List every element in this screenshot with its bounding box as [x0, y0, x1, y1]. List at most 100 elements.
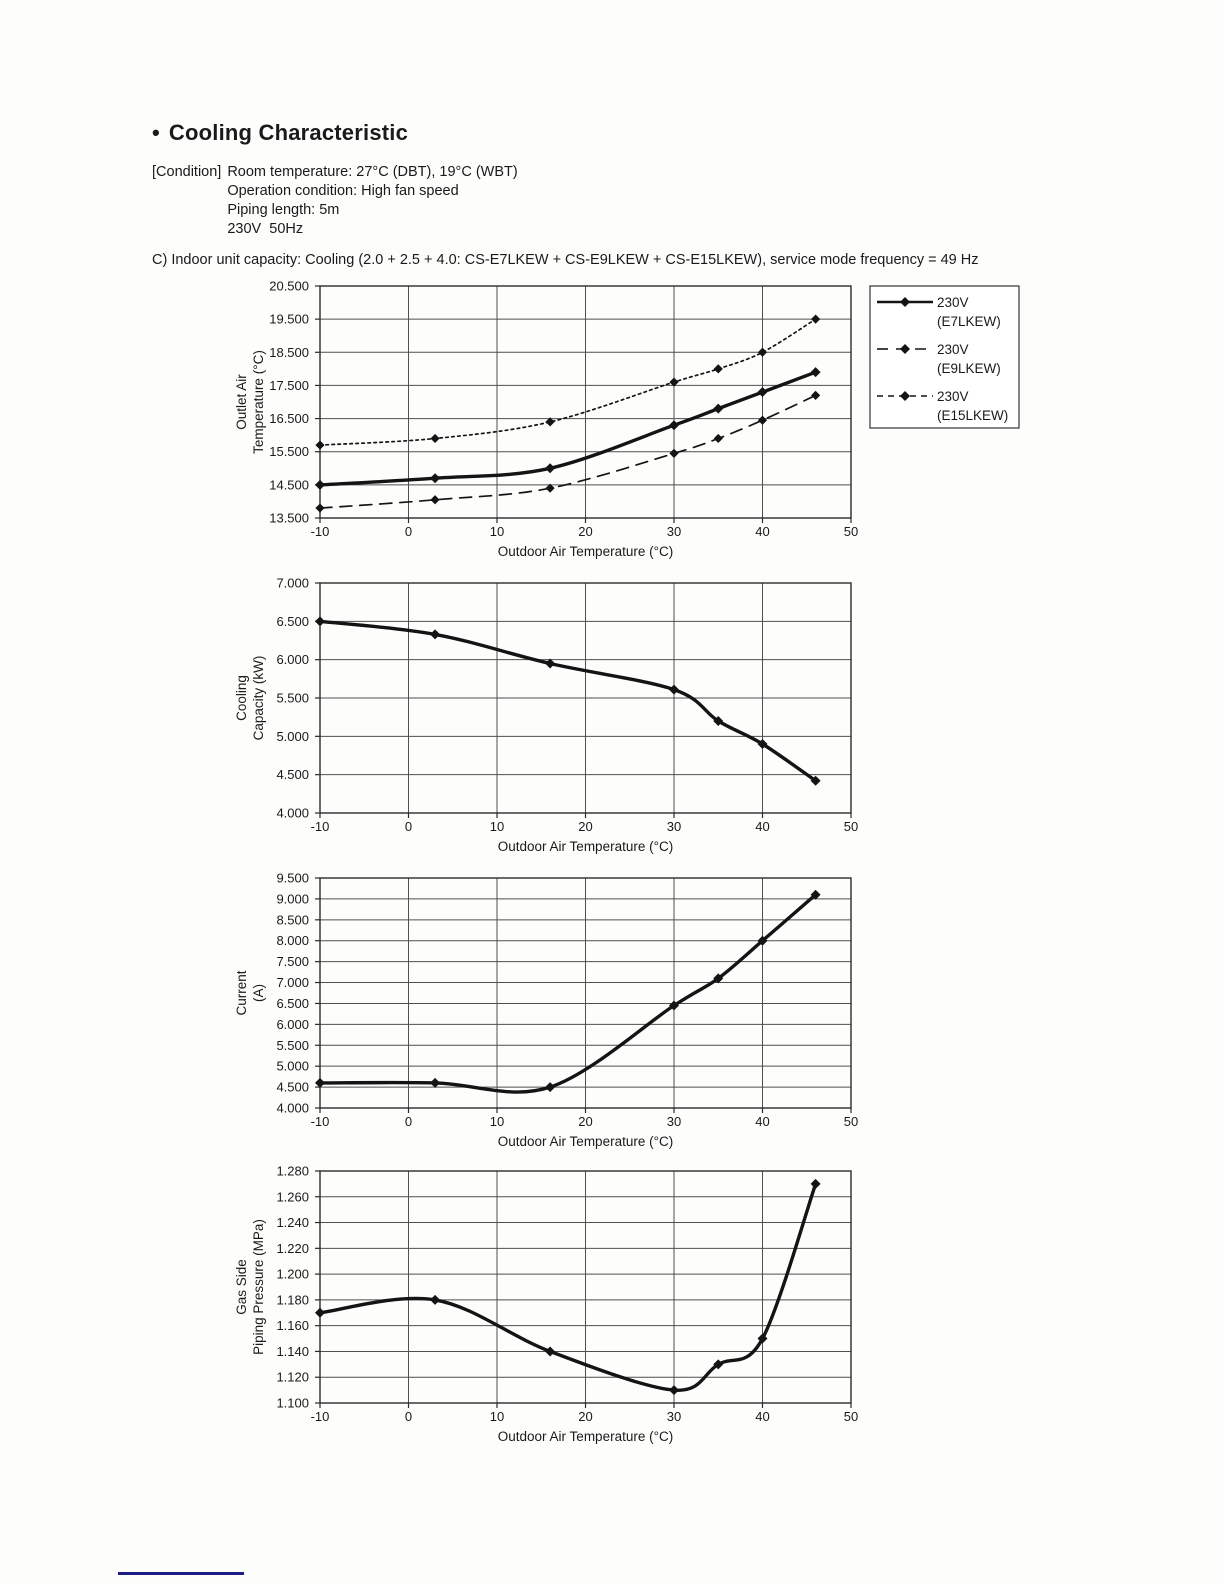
y-tick-label: 5.000 [276, 729, 309, 744]
x-tick-label: 50 [844, 524, 858, 539]
data-point-marker [545, 658, 556, 669]
y-tick-label: 20.500 [269, 279, 309, 294]
y-tick-label: 18.500 [269, 345, 309, 360]
data-point-marker [810, 1178, 821, 1189]
x-tick-label: 50 [844, 819, 858, 834]
y-tick-label: 6.000 [276, 652, 309, 667]
data-point-marker [757, 739, 768, 749]
x-tick-label: 0 [405, 1114, 412, 1129]
y-tick-label: 19.500 [269, 312, 309, 327]
series-line-0 [318, 893, 818, 1094]
legend-label-line2: (E9LKEW) [937, 361, 1001, 376]
data-point-marker [757, 1333, 768, 1344]
page-title-text: Cooling Characteristic [168, 120, 409, 145]
data-point-marker [669, 684, 679, 695]
legend-label-line2: (E15LKEW) [937, 408, 1008, 423]
x-tick-label: 50 [844, 1409, 858, 1424]
data-point-marker [315, 440, 325, 450]
y-tick-label: 1.160 [276, 1318, 309, 1333]
data-point-marker [315, 616, 325, 627]
y-axis-title-line: Current [234, 970, 249, 1015]
y-axis-title-line: Cooling [234, 675, 249, 721]
data-point-marker [315, 1307, 325, 1318]
y-axis-title-line: Temperature (°C) [251, 350, 266, 454]
y-tick-label: 5.500 [276, 691, 309, 706]
y-tick-label: 7.000 [276, 975, 309, 990]
data-point-marker [430, 433, 440, 444]
data-point-marker [810, 775, 821, 786]
condition-line-room-temperature: Room temperature: 27°C (DBT), 19°C (WBT) [227, 164, 518, 180]
data-point-marker [713, 1359, 724, 1370]
y-tick-label: 4.500 [276, 767, 309, 782]
x-tick-label: 30 [667, 1409, 681, 1424]
data-point-marker [545, 1082, 556, 1093]
chart-current: 4.000 4.500 5.000 5.500 6.000 6.500 7.000 7.500… [234, 871, 858, 1150]
x-tick-label: 10 [490, 1114, 504, 1129]
y-tick-label: 9.500 [276, 871, 309, 886]
condition-line-operation: Operation condition: High fan speed [227, 183, 459, 199]
data-point-marker [757, 935, 768, 946]
data-point-marker [430, 629, 441, 640]
y-axis-title-line: Capacity (kW) [251, 656, 266, 741]
y-tick-label: 5.000 [276, 1059, 309, 1074]
y-tick-label: 1.140 [276, 1344, 309, 1359]
y-axis-title-line: Outlet Air [234, 374, 249, 430]
y-tick-label: 1.280 [276, 1164, 309, 1179]
y-axis-title-line: Gas Side [234, 1259, 249, 1315]
series-line-2 [319, 318, 817, 446]
data-point-marker [811, 314, 821, 324]
chart-outlet-air-temperature: 13.500 14.500 15.500 16.500 17.500 18.500 19.5… [234, 279, 1020, 559]
legend-label-line1: 230V [937, 342, 969, 357]
legend-marker [900, 391, 910, 401]
x-tick-label: 40 [755, 819, 769, 834]
legend-label-line1: 230V [937, 295, 969, 310]
legend-box [869, 285, 1020, 429]
x-tick-label: 20 [578, 1114, 592, 1129]
conditions-block: [Condition] Room temperature: 27°C (DBT)… [152, 163, 518, 239]
page-title: • Cooling Characteristic [152, 120, 408, 146]
y-tick-label: 4.000 [276, 1101, 309, 1116]
plot-border [319, 582, 852, 814]
y-tick-label: 4.500 [276, 1080, 309, 1095]
y-tick-label: 8.500 [276, 912, 309, 927]
x-tick-label: 0 [405, 524, 412, 539]
x-tick-label: 40 [755, 1114, 769, 1129]
y-tick-label: 1.100 [276, 1396, 309, 1411]
y-tick-label: 14.500 [269, 477, 309, 492]
data-point-marker [810, 889, 821, 900]
data-point-marker [713, 973, 724, 984]
x-tick-label: 10 [490, 1409, 504, 1424]
plot-border [319, 285, 852, 519]
conditions-lines: Room temperature: 27°C (DBT), 19°C (WBT)… [227, 163, 517, 239]
x-tick-label: -10 [311, 819, 330, 834]
data-point-marker [810, 367, 821, 378]
data-point-marker [713, 403, 724, 414]
legend-label-line1: 230V [937, 389, 969, 404]
series-line-0 [318, 1182, 818, 1392]
data-point-marker [757, 347, 768, 357]
y-tick-label: 1.240 [276, 1215, 309, 1230]
y-axis-title-line: (A) [251, 984, 266, 1002]
y-tick-label: 16.500 [269, 411, 309, 426]
x-tick-label: 40 [755, 524, 769, 539]
data-point-marker [430, 1077, 441, 1088]
y-axis-title-line: Piping Pressure (MPa) [251, 1219, 266, 1355]
x-axis-title: Outdoor Air Temperature (°C) [498, 1429, 673, 1444]
y-tick-label: 7.500 [276, 954, 309, 969]
y-tick-label: 1.180 [276, 1292, 309, 1307]
x-tick-label: 0 [405, 819, 412, 834]
x-tick-label: 20 [578, 524, 592, 539]
y-tick-label: 1.260 [276, 1189, 309, 1204]
legend-marker [900, 344, 910, 354]
data-point-marker [315, 1077, 325, 1088]
plot-border [319, 877, 852, 1109]
y-tick-label: 17.500 [269, 378, 309, 393]
data-point-marker [757, 387, 768, 398]
y-tick-label: 9.000 [276, 891, 309, 906]
x-tick-label: 30 [667, 524, 681, 539]
data-point-marker [430, 495, 440, 505]
conditions-label: [Condition] [152, 164, 222, 180]
x-tick-label: 20 [578, 819, 592, 834]
y-tick-label: 7.000 [276, 576, 309, 591]
